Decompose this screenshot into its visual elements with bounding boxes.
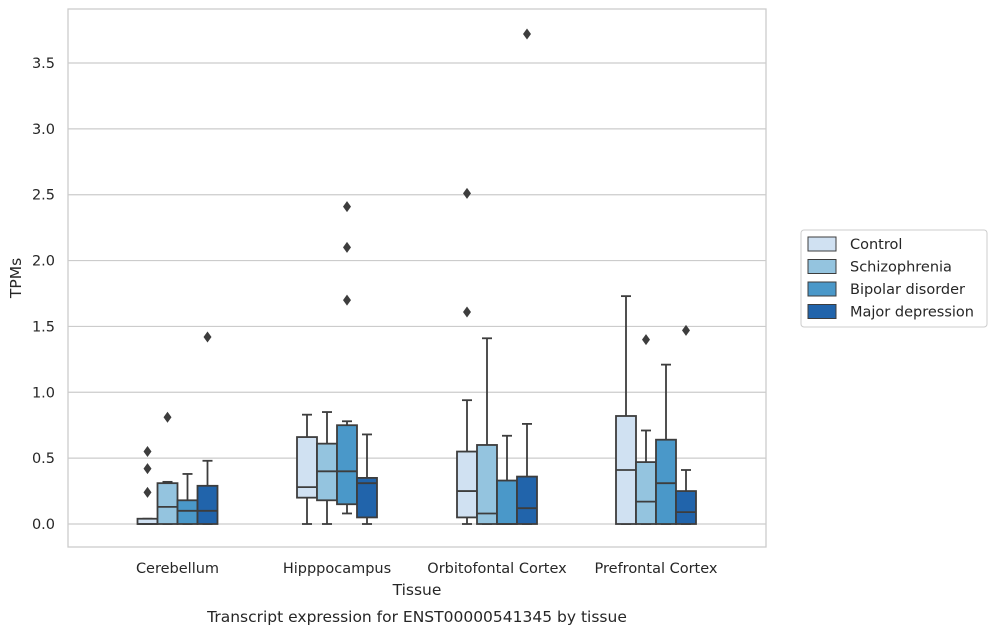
legend-frame bbox=[800, 229, 988, 328]
legend: Control Schizophrenia Bipolar disorder Majo… bbox=[800, 229, 988, 328]
box bbox=[675, 324, 697, 525]
y-tick-label: 2.0 bbox=[32, 254, 55, 270]
chart-caption: Transcript expression for ENST0000054134… bbox=[206, 608, 627, 626]
legend-label: Schizophrenia bbox=[850, 260, 952, 276]
outlier-point bbox=[682, 324, 690, 336]
outlier-point bbox=[143, 446, 152, 458]
outlier-point bbox=[463, 306, 471, 318]
box bbox=[176, 473, 199, 525]
box bbox=[336, 201, 358, 515]
box-body bbox=[296, 436, 318, 499]
y-tick-label: 3.0 bbox=[32, 122, 55, 138]
x-tick-label: Hipppocampus bbox=[283, 561, 391, 577]
x-tick-label: Prefrontal Cortex bbox=[595, 561, 718, 577]
y-tick-label: 1.0 bbox=[32, 385, 55, 401]
box bbox=[136, 446, 159, 525]
plot-frame bbox=[67, 8, 767, 548]
box bbox=[496, 434, 518, 525]
y-tick-label: 0.5 bbox=[32, 451, 55, 467]
box bbox=[316, 411, 338, 525]
box-body bbox=[655, 438, 677, 525]
box bbox=[615, 295, 637, 525]
box-body bbox=[196, 484, 219, 525]
box-plots bbox=[136, 28, 697, 525]
x-tick-label: Orbitofontal Cortex bbox=[427, 561, 567, 577]
outlier-point bbox=[163, 411, 172, 423]
box-body bbox=[635, 461, 657, 525]
box bbox=[476, 337, 498, 525]
box-body bbox=[336, 424, 358, 506]
legend-label: Control bbox=[850, 237, 902, 253]
box bbox=[655, 363, 677, 525]
box-body bbox=[356, 476, 378, 519]
box bbox=[356, 433, 378, 525]
x-tick-label: Cerebellum bbox=[136, 561, 219, 577]
series-schizophrenia bbox=[156, 334, 657, 525]
outlier-point bbox=[343, 294, 351, 306]
legend-swatch bbox=[807, 304, 837, 319]
grid-lines bbox=[68, 62, 766, 525]
box-body bbox=[176, 499, 199, 525]
outlier-point bbox=[343, 201, 351, 213]
series-bipolar-disorder bbox=[176, 201, 677, 525]
legend-swatch bbox=[807, 281, 837, 297]
x-axis-title: Tissue bbox=[392, 581, 442, 599]
outlier-point bbox=[143, 486, 152, 498]
outlier-point bbox=[203, 331, 212, 343]
x-axis-ticks: Cerebellum Hipppocampus Orbitofontal Corte… bbox=[136, 561, 718, 577]
outlier-point bbox=[143, 463, 152, 475]
y-tick-label: 2.5 bbox=[32, 188, 55, 204]
legend-label: Bipolar disorder bbox=[850, 282, 965, 298]
legend-label: Major depression bbox=[850, 305, 974, 321]
box bbox=[196, 331, 219, 525]
series-control bbox=[136, 187, 637, 525]
y-axis-title: TPMs bbox=[7, 258, 25, 299]
box-body bbox=[675, 490, 697, 525]
y-tick-label: 1.5 bbox=[32, 319, 55, 335]
box bbox=[635, 334, 657, 525]
box-body bbox=[476, 444, 498, 525]
y-tick-label: 3.5 bbox=[32, 56, 55, 72]
outlier-point bbox=[343, 241, 351, 253]
outlier-point bbox=[463, 187, 471, 199]
box-body bbox=[156, 482, 179, 525]
box-body bbox=[456, 450, 478, 519]
box bbox=[156, 411, 179, 525]
outlier-point bbox=[642, 334, 650, 346]
y-tick-label: 0.0 bbox=[32, 517, 55, 533]
legend-swatch bbox=[807, 236, 837, 252]
box-body bbox=[516, 475, 538, 525]
box-body bbox=[496, 479, 518, 525]
box bbox=[456, 187, 478, 525]
box bbox=[296, 413, 318, 525]
legend-swatch bbox=[807, 259, 837, 274]
y-axis-ticks: 0.0 0.5 1.0 1.5 2.0 2.5 3.0 3.5 bbox=[32, 56, 55, 533]
outlier-point bbox=[523, 28, 531, 40]
box bbox=[516, 28, 538, 525]
series-major-depression bbox=[196, 28, 697, 525]
